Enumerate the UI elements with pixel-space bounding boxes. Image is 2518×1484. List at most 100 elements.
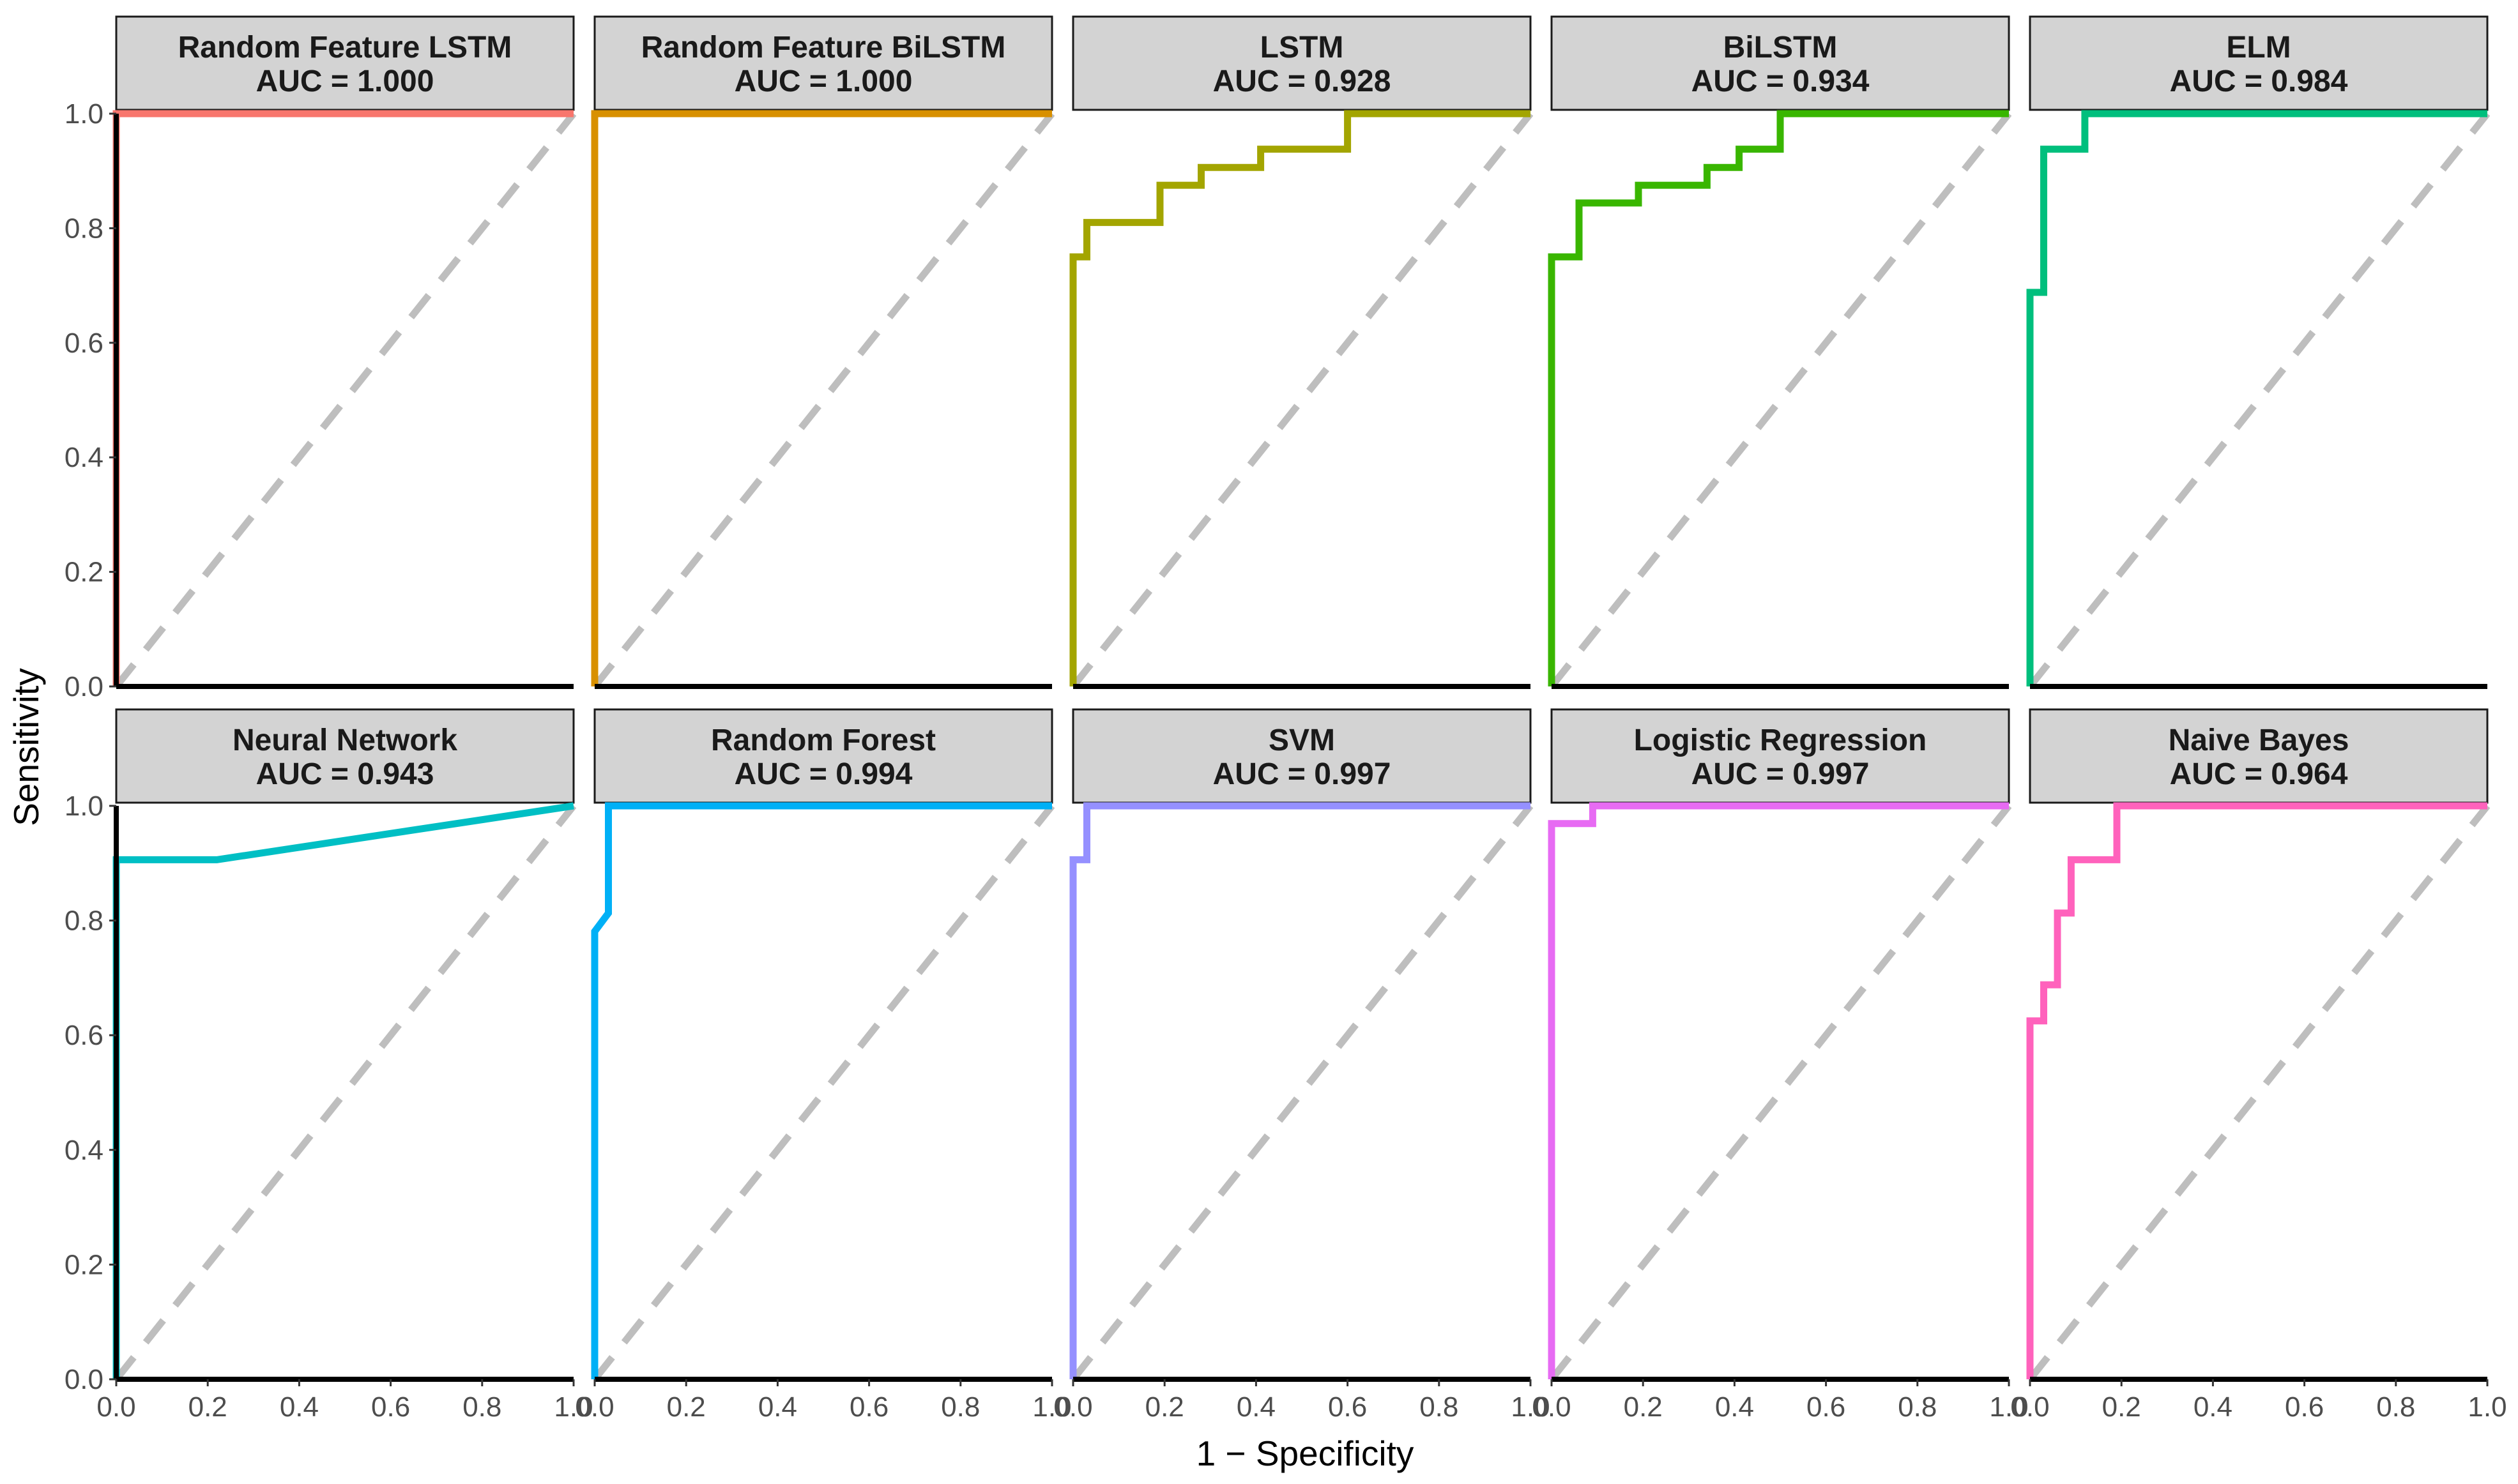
- panel-auc-label: AUC = 1.000: [256, 64, 434, 98]
- x-tick-label: 0.4: [758, 1391, 797, 1423]
- roc-curve-line: [1069, 802, 1530, 1379]
- panel-auc-label: AUC = 0.984: [2170, 64, 2348, 98]
- panel-auc-label: AUC = 0.934: [1691, 64, 1870, 98]
- x-tick-label: 0.0: [2010, 1391, 2049, 1423]
- x-tick-label: 1.0: [2468, 1391, 2507, 1423]
- x-tick-label: 0.0: [1053, 1391, 1092, 1423]
- x-tick-label: 0.4: [280, 1391, 319, 1423]
- panel-title: BiLSTM: [1723, 31, 1838, 64]
- x-tick-label: 0.6: [2285, 1391, 2324, 1423]
- panel-auc-label: AUC = 0.964: [2170, 757, 2348, 791]
- panel-strip: [1550, 708, 2010, 804]
- panel-title: SVM: [1269, 723, 1335, 757]
- x-tick-label: 0.8: [1898, 1391, 1937, 1423]
- x-tick-label: 0.6: [850, 1391, 889, 1423]
- x-tick-label: 0.4: [1715, 1391, 1754, 1423]
- reference-diagonal-line: [1070, 803, 1534, 1382]
- x-tick-label: 0.4: [2194, 1391, 2232, 1423]
- x-tick-label: 0.6: [1806, 1391, 1845, 1423]
- panel-strip: [1072, 15, 1532, 111]
- reference-diagonal-line: [1070, 111, 1534, 689]
- panel-title: Logistic Regression: [1634, 723, 1927, 757]
- y-tick-label: 0.0: [65, 1364, 103, 1395]
- x-tick-label: 0.8: [1419, 1391, 1458, 1423]
- y-tick-label: 0.2: [65, 557, 103, 588]
- x-tick-label: 1.0: [1032, 1391, 1071, 1423]
- reference-diagonal-line: [2027, 803, 2491, 1382]
- y-tick-label: 0.2: [65, 1249, 103, 1280]
- x-tick-label: 0.2: [667, 1391, 706, 1423]
- panel-strip: [2029, 15, 2489, 111]
- reference-diagonal-line: [1548, 803, 2012, 1382]
- y-tick-label: 0.4: [65, 442, 103, 473]
- y-tick-label: 1.0: [65, 98, 103, 130]
- reference-diagonal-line: [591, 803, 1055, 1382]
- x-axis-title: 1 − Specificity: [1196, 1434, 1414, 1473]
- x-tick-label: 0.2: [1145, 1391, 1184, 1423]
- reference-diagonal-line: [2027, 111, 2491, 689]
- panel-title: Random Forest: [711, 723, 936, 757]
- x-tick-label: 1.0: [1511, 1391, 1550, 1423]
- x-tick-label: 0.8: [462, 1391, 501, 1423]
- panel-strip: [1550, 15, 2010, 111]
- panel-strip: [115, 15, 575, 111]
- reference-diagonal-line: [113, 803, 577, 1382]
- panel-auc-label: AUC = 0.994: [735, 757, 913, 791]
- panel-auc-label: AUC = 1.000: [735, 64, 913, 98]
- roc-curve-line: [1548, 802, 2009, 1379]
- y-tick-label: 0.8: [65, 905, 103, 937]
- x-tick-label: 0.0: [96, 1391, 135, 1423]
- x-tick-label: 0.4: [1237, 1391, 1276, 1423]
- roc-curve-line: [591, 802, 1052, 1379]
- reference-diagonal-line: [113, 111, 577, 689]
- x-tick-label: 1.0: [1989, 1391, 2028, 1423]
- x-tick-label: 0.0: [575, 1391, 614, 1423]
- panel-title: Neural Network: [233, 723, 457, 757]
- x-tick-label: 0.6: [1328, 1391, 1367, 1423]
- panel-title: Random Feature LSTM: [178, 31, 512, 64]
- panel-strip: [1072, 708, 1532, 804]
- panel-auc-label: AUC = 0.997: [1691, 757, 1870, 791]
- reference-diagonal-line: [1548, 111, 2012, 689]
- x-tick-label: 0.2: [2102, 1391, 2141, 1423]
- panel-title: Naive Bayes: [2169, 723, 2349, 757]
- panel-auc-label: AUC = 0.943: [256, 757, 434, 791]
- panel-title: ELM: [2226, 31, 2291, 64]
- x-tick-label: 0.2: [188, 1391, 227, 1423]
- roc-curve-line: [1069, 110, 1530, 686]
- panel-strip: [115, 708, 575, 804]
- y-tick-label: 1.0: [65, 791, 103, 822]
- reference-diagonal-line: [591, 111, 1055, 689]
- x-tick-label: 0.6: [371, 1391, 410, 1423]
- panel-auc-label: AUC = 0.997: [1213, 757, 1391, 791]
- x-tick-label: 0.8: [941, 1391, 980, 1423]
- panel-strip: [593, 708, 1053, 804]
- y-tick-label: 0.8: [65, 213, 103, 244]
- panel-auc-label: AUC = 0.928: [1213, 64, 1391, 98]
- x-tick-label: 0.0: [1532, 1391, 1571, 1423]
- roc-curve-line: [2026, 802, 2487, 1379]
- panel-title: LSTM: [1260, 31, 1344, 64]
- y-tick-label: 0.6: [65, 1020, 103, 1051]
- roc-curve-line: [591, 110, 1052, 686]
- y-axis-title: Sensitivity: [6, 668, 46, 826]
- panel-title: Random Feature BiLSTM: [641, 31, 1006, 64]
- y-tick-label: 0.4: [65, 1135, 103, 1166]
- x-tick-label: 0.2: [1624, 1391, 1663, 1423]
- x-tick-label: 1.0: [554, 1391, 593, 1423]
- roc-curve-line: [2026, 110, 2487, 686]
- x-tick-label: 0.8: [2376, 1391, 2415, 1423]
- roc-curve-line: [1548, 110, 2009, 686]
